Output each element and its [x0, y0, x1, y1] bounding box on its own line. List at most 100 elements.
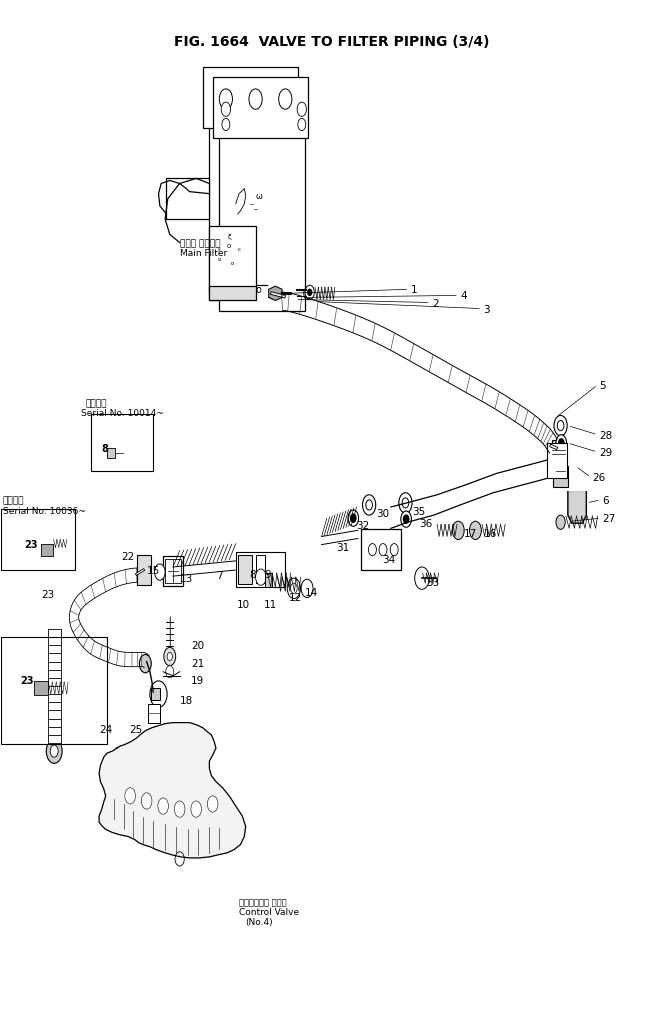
Text: 8: 8: [101, 443, 109, 453]
Polygon shape: [568, 492, 586, 524]
Text: 25: 25: [129, 725, 143, 734]
Bar: [219, 123, 305, 312]
Text: 30: 30: [377, 508, 390, 519]
Text: 14: 14: [305, 588, 318, 598]
Text: c: c: [237, 247, 241, 252]
Text: ξ: ξ: [227, 234, 231, 240]
Text: o: o: [217, 257, 221, 262]
Text: メイン フィルタ: メイン フィルタ: [180, 238, 220, 248]
Text: 13: 13: [180, 574, 193, 584]
Circle shape: [167, 653, 172, 661]
Bar: [236, 552, 285, 588]
Text: 16: 16: [483, 529, 497, 539]
Text: 6: 6: [602, 495, 609, 505]
Text: o: o: [256, 285, 262, 294]
Circle shape: [469, 522, 481, 540]
Circle shape: [556, 435, 567, 451]
Text: Main Filter: Main Filter: [180, 249, 227, 258]
Circle shape: [399, 493, 412, 514]
Circle shape: [301, 580, 313, 598]
Text: 36: 36: [419, 519, 432, 529]
Circle shape: [158, 798, 168, 814]
Circle shape: [351, 515, 356, 523]
Bar: [554, 467, 568, 487]
Bar: [255, 555, 265, 584]
Circle shape: [287, 579, 300, 599]
Circle shape: [414, 568, 429, 590]
Circle shape: [304, 288, 312, 301]
Circle shape: [154, 565, 165, 581]
Text: ~: ~: [253, 207, 259, 213]
Text: 11: 11: [263, 599, 276, 609]
Text: FIG. 1664  VALVE TO FILTER PIPING (3/4): FIG. 1664 VALVE TO FILTER PIPING (3/4): [174, 35, 489, 49]
Text: 3: 3: [483, 305, 490, 314]
Circle shape: [369, 544, 377, 556]
Text: 33: 33: [426, 578, 440, 588]
Bar: [547, 443, 567, 479]
Bar: [165, 559, 181, 584]
Circle shape: [348, 511, 359, 527]
Bar: [137, 555, 151, 586]
Circle shape: [452, 522, 464, 540]
Text: o: o: [231, 261, 234, 266]
Circle shape: [222, 119, 230, 131]
Bar: [210, 287, 255, 302]
Circle shape: [278, 90, 292, 110]
Text: 8: 8: [249, 570, 256, 580]
Circle shape: [404, 516, 409, 524]
Text: ο: ο: [227, 243, 231, 249]
Text: 適用号機: 適用号機: [3, 495, 25, 504]
Text: 4: 4: [460, 291, 467, 301]
Bar: [1, 638, 107, 744]
Text: 17: 17: [463, 529, 477, 539]
Bar: [166, 179, 210, 220]
Circle shape: [125, 788, 135, 804]
Bar: [91, 415, 153, 472]
Text: 22: 22: [121, 551, 135, 561]
Text: 23: 23: [41, 590, 54, 600]
Text: 32: 32: [357, 521, 370, 531]
Circle shape: [554, 416, 568, 436]
Text: 29: 29: [599, 447, 612, 458]
Circle shape: [164, 648, 176, 666]
Circle shape: [255, 570, 266, 586]
Circle shape: [221, 103, 231, 117]
Bar: [163, 556, 183, 587]
Circle shape: [208, 796, 218, 812]
Circle shape: [46, 739, 62, 763]
Circle shape: [363, 495, 376, 516]
Text: 23: 23: [25, 539, 38, 549]
Circle shape: [141, 793, 152, 809]
Circle shape: [174, 801, 185, 817]
Text: 28: 28: [599, 430, 612, 440]
Bar: [210, 113, 298, 302]
Text: 12: 12: [288, 593, 302, 603]
Bar: [34, 682, 48, 696]
Polygon shape: [99, 722, 246, 858]
Text: 34: 34: [382, 554, 395, 565]
Text: 23: 23: [20, 676, 33, 685]
Circle shape: [401, 512, 411, 528]
Bar: [41, 544, 53, 556]
Polygon shape: [269, 287, 282, 302]
Circle shape: [391, 544, 398, 556]
Bar: [148, 704, 160, 722]
Circle shape: [150, 682, 167, 707]
Text: 10: 10: [237, 599, 250, 609]
Text: 35: 35: [412, 506, 425, 517]
Text: 24: 24: [99, 725, 112, 734]
Text: Serial No. 10036~: Serial No. 10036~: [3, 506, 86, 516]
Circle shape: [559, 439, 564, 447]
Text: 26: 26: [592, 473, 605, 483]
Circle shape: [249, 90, 262, 110]
Bar: [213, 77, 308, 139]
Circle shape: [219, 90, 233, 110]
Text: ω: ω: [255, 192, 263, 201]
Circle shape: [308, 290, 312, 297]
Text: コントロール バルブ: コントロール バルブ: [239, 898, 286, 906]
Circle shape: [191, 801, 202, 817]
Text: 18: 18: [180, 696, 193, 705]
Text: 21: 21: [191, 658, 204, 667]
Text: (No.4): (No.4): [246, 917, 273, 926]
Bar: [203, 67, 298, 128]
